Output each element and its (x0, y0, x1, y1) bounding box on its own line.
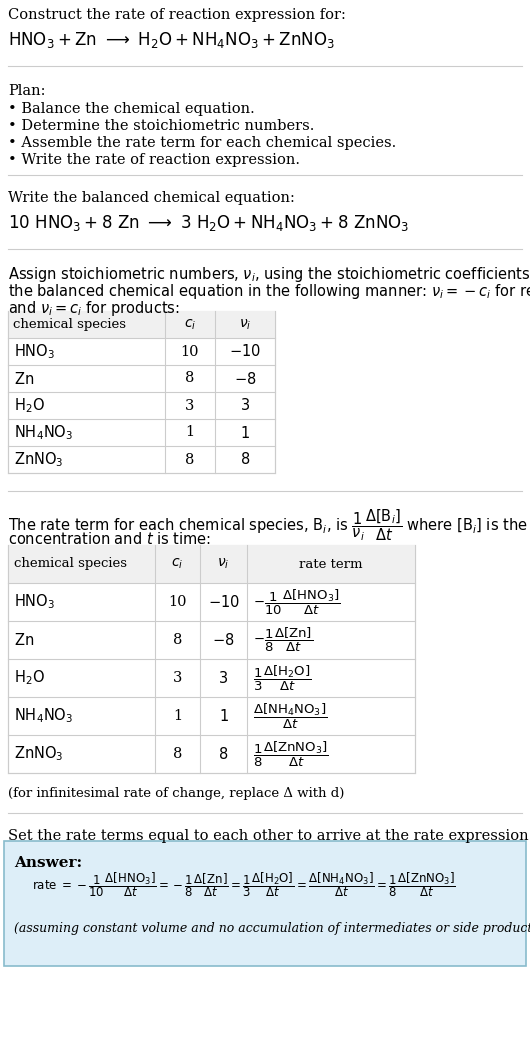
Text: $\mathrm{NH_4NO_3}$: $\mathrm{NH_4NO_3}$ (14, 707, 73, 726)
Text: The rate term for each chemical species, $\mathrm{B}_i$, is $\dfrac{1}{\nu_i}\df: The rate term for each chemical species,… (8, 507, 530, 543)
Text: • Write the rate of reaction expression.: • Write the rate of reaction expression. (8, 153, 300, 167)
Text: the balanced chemical equation in the following manner: $\nu_i = -c_i$ for react: the balanced chemical equation in the fo… (8, 282, 530, 301)
Text: $-8$: $-8$ (212, 632, 235, 648)
Text: (for infinitesimal rate of change, replace Δ with d): (for infinitesimal rate of change, repla… (8, 787, 344, 800)
Text: Construct the rate of reaction expression for:: Construct the rate of reaction expressio… (8, 8, 346, 22)
Text: $-8$: $-8$ (234, 371, 257, 386)
Text: Plan:: Plan: (8, 84, 46, 98)
Text: $3$: $3$ (240, 398, 250, 413)
Text: $-10$: $-10$ (229, 343, 261, 359)
Bar (8, 545, 415, 583)
Text: $-\dfrac{1}{10}\dfrac{\Delta[\mathrm{HNO_3}]}{\Delta t}$: $-\dfrac{1}{10}\dfrac{\Delta[\mathrm{HNO… (253, 588, 341, 617)
Text: $\nu_i$: $\nu_i$ (217, 556, 229, 571)
Text: 1: 1 (173, 709, 182, 723)
Text: $3$: $3$ (218, 670, 228, 686)
Text: Write the balanced chemical equation:: Write the balanced chemical equation: (8, 191, 295, 205)
Text: and $\nu_i = c_i$ for products:: and $\nu_i = c_i$ for products: (8, 299, 180, 318)
Text: rate $= -\dfrac{1}{10}\dfrac{\Delta[\mathrm{HNO_3}]}{\Delta t}= -\dfrac{1}{8}\df: rate $= -\dfrac{1}{10}\dfrac{\Delta[\mat… (32, 870, 456, 899)
Text: $\mathrm{HNO_3 + Zn\ \longrightarrow\ H_2O + NH_4NO_3 + ZnNO_3}$: $\mathrm{HNO_3 + Zn\ \longrightarrow\ H_… (8, 30, 335, 50)
Text: $\mathrm{ZnNO_3}$: $\mathrm{ZnNO_3}$ (14, 450, 64, 469)
Text: $\mathrm{Zn}$: $\mathrm{Zn}$ (14, 632, 34, 648)
Text: $\mathrm{ZnNO_3}$: $\mathrm{ZnNO_3}$ (14, 744, 64, 763)
Text: chemical species: chemical species (14, 557, 127, 570)
Text: rate term: rate term (299, 557, 363, 570)
Text: 8: 8 (186, 372, 195, 385)
Text: $\mathrm{NH_4NO_3}$: $\mathrm{NH_4NO_3}$ (14, 423, 73, 442)
Bar (4, 841, 526, 966)
Text: $\mathrm{10\ HNO_3 + 8\ Zn\ \longrightarrow\ 3\ H_2O + NH_4NO_3 + 8\ ZnNO_3}$: $\mathrm{10\ HNO_3 + 8\ Zn\ \longrightar… (8, 213, 409, 233)
Text: concentration and $t$ is time:: concentration and $t$ is time: (8, 531, 211, 547)
Text: Set the rate terms equal to each other to arrive at the rate expression:: Set the rate terms equal to each other t… (8, 829, 530, 843)
Text: 3: 3 (186, 399, 195, 412)
Bar (8, 311, 275, 338)
Text: $\mathrm{HNO_3}$: $\mathrm{HNO_3}$ (14, 342, 55, 361)
Text: 8: 8 (186, 452, 195, 467)
Text: $1$: $1$ (218, 708, 228, 723)
Text: $\mathrm{HNO_3}$: $\mathrm{HNO_3}$ (14, 593, 55, 612)
Text: 8: 8 (173, 633, 182, 647)
Text: $c_i$: $c_i$ (171, 556, 183, 571)
Text: 10: 10 (168, 595, 187, 609)
Text: $\mathrm{H_2O}$: $\mathrm{H_2O}$ (14, 668, 45, 687)
Bar (8, 311, 275, 473)
Text: chemical species: chemical species (13, 318, 126, 331)
Text: $\mathrm{Zn}$: $\mathrm{Zn}$ (14, 371, 34, 386)
Text: • Balance the chemical equation.: • Balance the chemical equation. (8, 102, 255, 116)
Text: $8$: $8$ (218, 746, 228, 762)
Text: 8: 8 (173, 748, 182, 761)
Text: • Determine the stoichiometric numbers.: • Determine the stoichiometric numbers. (8, 119, 314, 133)
Text: $\dfrac{1}{3}\dfrac{\Delta[\mathrm{H_2O}]}{\Delta t}$: $\dfrac{1}{3}\dfrac{\Delta[\mathrm{H_2O}… (253, 663, 311, 692)
Text: $\dfrac{1}{8}\dfrac{\Delta[\mathrm{ZnNO_3}]}{\Delta t}$: $\dfrac{1}{8}\dfrac{\Delta[\mathrm{ZnNO_… (253, 739, 329, 768)
Text: $\dfrac{\Delta[\mathrm{NH_4NO_3}]}{\Delta t}$: $\dfrac{\Delta[\mathrm{NH_4NO_3}]}{\Delt… (253, 702, 328, 731)
Text: • Assemble the rate term for each chemical species.: • Assemble the rate term for each chemic… (8, 136, 396, 150)
Text: $8$: $8$ (240, 451, 250, 468)
Text: $1$: $1$ (240, 425, 250, 441)
Text: 1: 1 (186, 426, 195, 440)
Text: $\nu_i$: $\nu_i$ (239, 317, 251, 332)
Text: 3: 3 (173, 671, 182, 685)
Text: 10: 10 (181, 345, 199, 358)
Text: $\mathrm{H_2O}$: $\mathrm{H_2O}$ (14, 396, 45, 414)
Text: $c_i$: $c_i$ (184, 317, 196, 332)
Bar (8, 545, 415, 773)
Text: Answer:: Answer: (14, 856, 82, 870)
Text: $-\dfrac{1}{8}\dfrac{\Delta[\mathrm{Zn}]}{\Delta t}$: $-\dfrac{1}{8}\dfrac{\Delta[\mathrm{Zn}]… (253, 626, 313, 654)
Text: (assuming constant volume and no accumulation of intermediates or side products): (assuming constant volume and no accumul… (14, 922, 530, 935)
Text: Assign stoichiometric numbers, $\nu_i$, using the stoichiometric coefficients, $: Assign stoichiometric numbers, $\nu_i$, … (8, 265, 530, 284)
Text: $-10$: $-10$ (208, 594, 240, 610)
